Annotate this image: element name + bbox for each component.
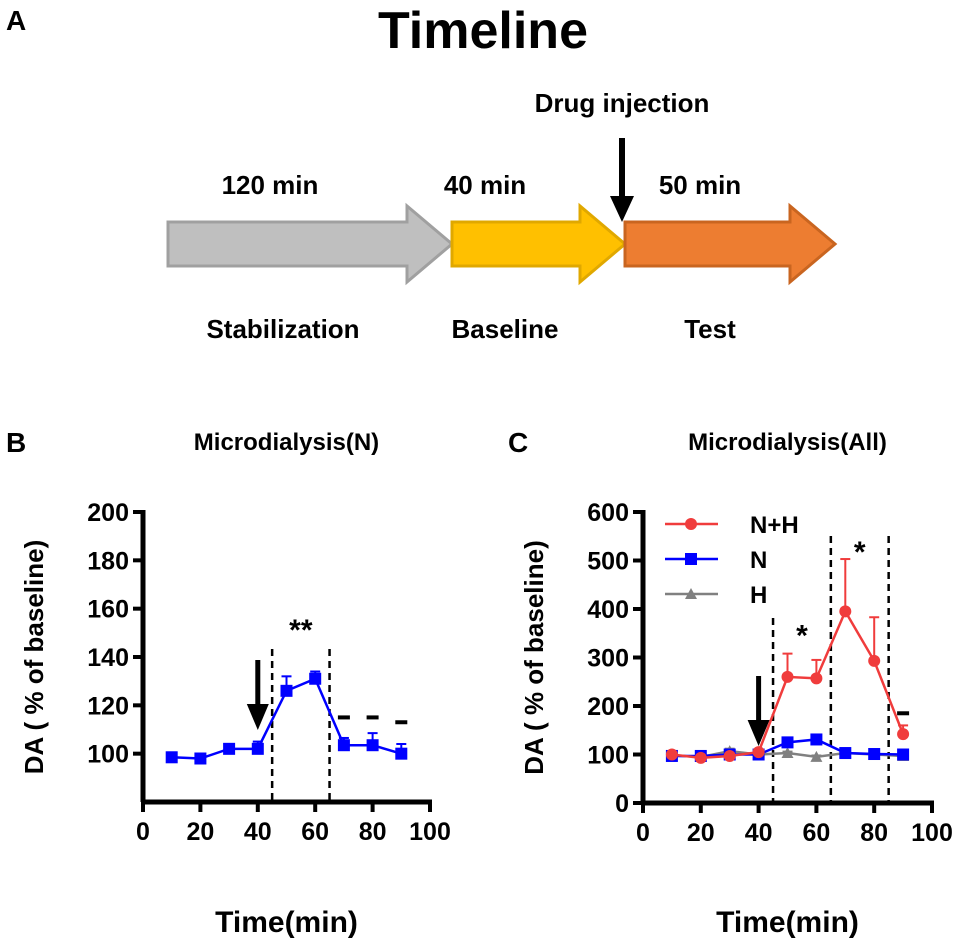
y-tick-label: 300	[587, 645, 629, 673]
phase-arrow-stabilization	[166, 202, 455, 286]
y-tick-label: 160	[87, 596, 129, 624]
data-point	[781, 736, 794, 749]
series-n-plus-h	[665, 558, 910, 764]
phase-name: Test	[684, 314, 736, 344]
panel-label-b: B	[6, 427, 26, 458]
significance-marker: **	[289, 614, 313, 647]
significance-dash	[366, 715, 379, 720]
data-point	[868, 748, 881, 761]
data-point	[810, 750, 823, 762]
injection-arrow	[610, 138, 634, 222]
x-tick-label: 20	[186, 818, 214, 846]
x-tick-label: 60	[802, 819, 830, 847]
y-tick-label: 500	[587, 548, 629, 576]
panel-label-a: A	[6, 5, 26, 36]
legend-label: H	[750, 582, 767, 609]
y-tick-label: 100	[87, 741, 129, 769]
y-tick-label: 120	[87, 692, 129, 720]
y-tick-label: 200	[587, 693, 629, 721]
x-tick-label: 0	[636, 819, 650, 847]
phase-arrow-baseline	[450, 202, 628, 286]
x-tick-label: 20	[687, 819, 715, 847]
y-tick-label: 400	[587, 596, 629, 624]
chart-microdialysis-n: Microdialysis(N) Time(min) DA ( % of basel…	[19, 429, 451, 939]
significance-marker: *	[854, 536, 866, 569]
y-tick-label: 200	[87, 499, 129, 527]
data-point	[839, 605, 852, 618]
data-point	[781, 670, 794, 683]
legend-label: N+H	[750, 512, 799, 539]
series-line	[671, 608, 905, 760]
timeline-title: Timeline	[378, 2, 588, 60]
phase-name: Baseline	[452, 314, 559, 344]
x-tick-label: 100	[911, 819, 953, 847]
series-n	[165, 670, 408, 765]
data-point	[194, 752, 207, 765]
x-tick-label: 40	[745, 819, 773, 847]
data-point	[752, 746, 765, 759]
data-point	[337, 739, 350, 752]
data-point	[897, 748, 910, 761]
phase-arrow-test	[623, 202, 838, 286]
data-point	[280, 684, 293, 697]
data-point	[781, 747, 794, 759]
injection-arrow-head	[246, 704, 269, 730]
legend-marker	[685, 518, 697, 530]
significance-marker: *	[796, 619, 808, 652]
injection-arrow-head	[747, 720, 770, 746]
phase-duration: 40 min	[444, 170, 526, 200]
legend-marker	[685, 588, 697, 599]
data-point	[839, 747, 852, 760]
x-tick-label: 60	[301, 818, 329, 846]
data-point	[165, 751, 178, 764]
data-point	[309, 672, 322, 685]
x-tick-label: 40	[244, 818, 272, 846]
y-tick-label: 100	[587, 742, 629, 770]
data-point	[868, 654, 881, 667]
data-point	[366, 739, 379, 752]
injection-label: Drug injection	[535, 88, 710, 118]
data-point	[810, 672, 823, 685]
data-point	[251, 742, 264, 755]
chart-title: Microdialysis(All)	[688, 429, 887, 456]
legend-label: N	[750, 547, 767, 574]
timeline: Timeline Drug injection 120 min Stabiliza…	[166, 2, 838, 344]
y-tick-label: 600	[587, 499, 629, 527]
data-point	[723, 749, 736, 762]
data-point	[223, 742, 236, 755]
data-point	[694, 751, 707, 764]
x-tick-label: 0	[136, 818, 150, 846]
legend-marker	[685, 553, 697, 565]
y-tick-label: 0	[615, 790, 629, 818]
data-point	[395, 747, 408, 760]
y-axis-label: DA ( % of baseline)	[519, 540, 549, 775]
x-axis-label: Time(min)	[215, 906, 358, 939]
x-tick-label: 100	[409, 818, 451, 846]
y-tick-label: 180	[87, 547, 129, 575]
significance-dash	[897, 711, 910, 716]
data-point	[665, 748, 678, 761]
data-point	[810, 733, 823, 746]
x-tick-label: 80	[860, 819, 888, 847]
significance-dash	[337, 715, 350, 720]
phase-duration: 120 min	[222, 170, 319, 200]
legend: N+H NH	[665, 512, 799, 609]
phase-duration: 50 min	[659, 170, 741, 200]
chart-microdialysis-all: Microdialysis(All) Time(min) DA ( % of bas…	[519, 429, 953, 939]
chart-title: Microdialysis(N)	[194, 429, 379, 456]
x-axis-label: Time(min)	[716, 906, 859, 939]
y-tick-label: 140	[87, 644, 129, 672]
x-tick-label: 80	[359, 818, 387, 846]
y-axis-label: DA ( % of baseline)	[19, 540, 49, 775]
data-point	[897, 728, 910, 741]
panel-label-c: C	[508, 427, 528, 458]
significance-dash	[395, 720, 408, 725]
phase-name: Stabilization	[206, 314, 359, 344]
